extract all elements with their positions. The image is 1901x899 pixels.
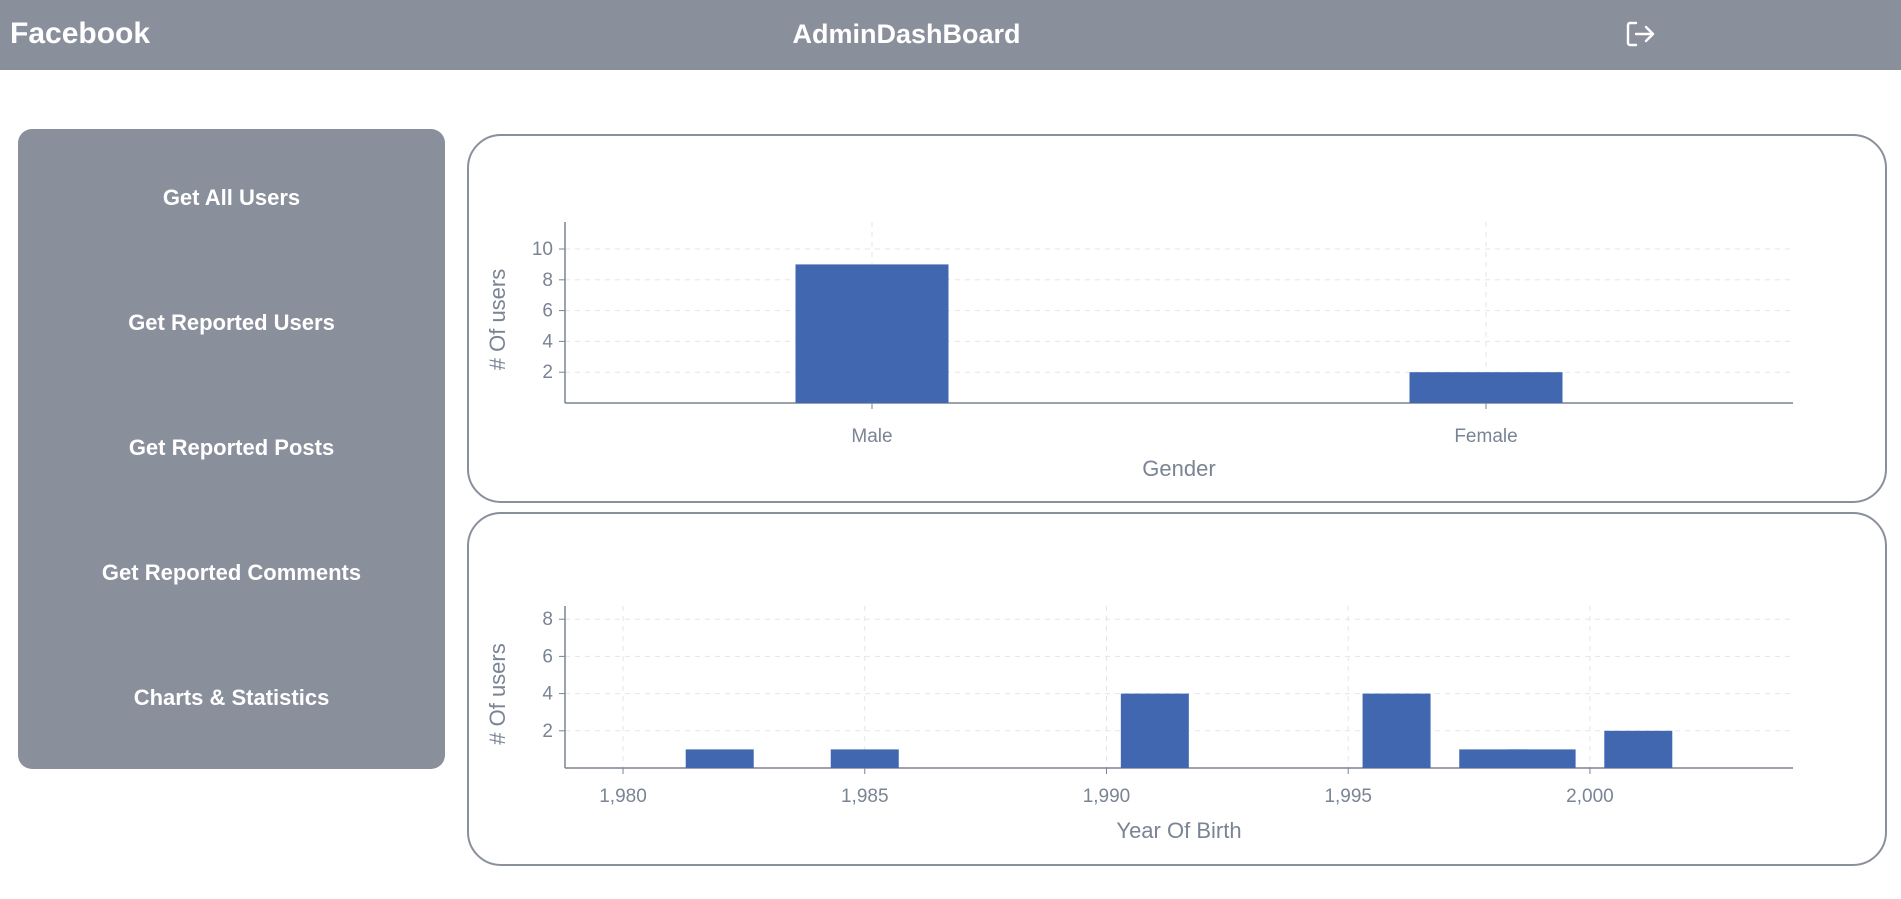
- birth-year-chart: 2 4 6 8 # Of users 1,980 1,985 1,990 1,995 2,000 Y…: [485, 606, 1793, 843]
- x-tick-label: 1,995: [1324, 786, 1372, 807]
- y-tick-label: 10: [532, 239, 553, 260]
- birth-year-chart-panel: 2 4 6 8 # Of users 1,980 1,985 1,990 1,995 2,000 Y…: [467, 512, 1887, 866]
- x-tick-label: 1,990: [1083, 786, 1131, 807]
- y-axis-title: # Of users: [485, 643, 510, 744]
- bar-1985: [830, 749, 899, 768]
- x-tick-label: Female: [1454, 426, 1517, 447]
- sidebar-item-get-reported-users[interactable]: Get Reported Users: [128, 310, 335, 335]
- x-tick-label: 1,980: [599, 786, 647, 807]
- y-tick-label: 2: [542, 721, 553, 742]
- y-axis-title: # Of users: [485, 269, 510, 370]
- sidebar-item-get-reported-posts[interactable]: Get Reported Posts: [128, 435, 335, 460]
- brand-logo[interactable]: Facebook: [10, 17, 151, 50]
- page-title: AdminDashBoard: [792, 19, 1021, 49]
- bar-1996: [1362, 693, 1431, 768]
- gender-chart-panel: 2 4 6 8 10 # Of users Male Female Gender: [467, 134, 1887, 503]
- sidebar: Get All Users Get Reported Users Get Rep…: [18, 129, 445, 769]
- sidebar-item-charts-statistics[interactable]: Charts & Statistics: [133, 685, 330, 710]
- y-tick-label: 2: [542, 362, 553, 383]
- bar-1982: [685, 749, 754, 768]
- x-tick-label: Male: [851, 426, 892, 447]
- bar-1999: [1507, 749, 1576, 768]
- y-tick-label: 8: [542, 270, 553, 291]
- bar-female: [1409, 372, 1563, 403]
- x-axis-title: Year Of Birth: [1116, 818, 1241, 843]
- y-tick-label: 4: [542, 684, 553, 705]
- bar-2001: [1604, 730, 1673, 768]
- x-tick-label: 1,985: [841, 786, 889, 807]
- y-tick-label: 8: [542, 609, 553, 630]
- y-tick-label: 6: [542, 646, 553, 667]
- bar-1991: [1120, 693, 1189, 768]
- bar-male: [795, 264, 949, 403]
- x-axis-title: Gender: [1142, 456, 1215, 481]
- gender-chart: 2 4 6 8 10 # Of users Male Female Gender: [485, 222, 1793, 481]
- sidebar-item-get-all-users[interactable]: Get All Users: [162, 185, 301, 210]
- y-tick-label: 4: [542, 331, 553, 352]
- y-tick-label: 6: [542, 301, 553, 322]
- sidebar-item-get-reported-comments[interactable]: Get Reported Comments: [101, 560, 362, 585]
- top-navbar: Facebook AdminDashBoard: [0, 0, 1901, 70]
- logout-icon[interactable]: [1622, 16, 1658, 52]
- x-tick-label: 2,000: [1566, 786, 1614, 807]
